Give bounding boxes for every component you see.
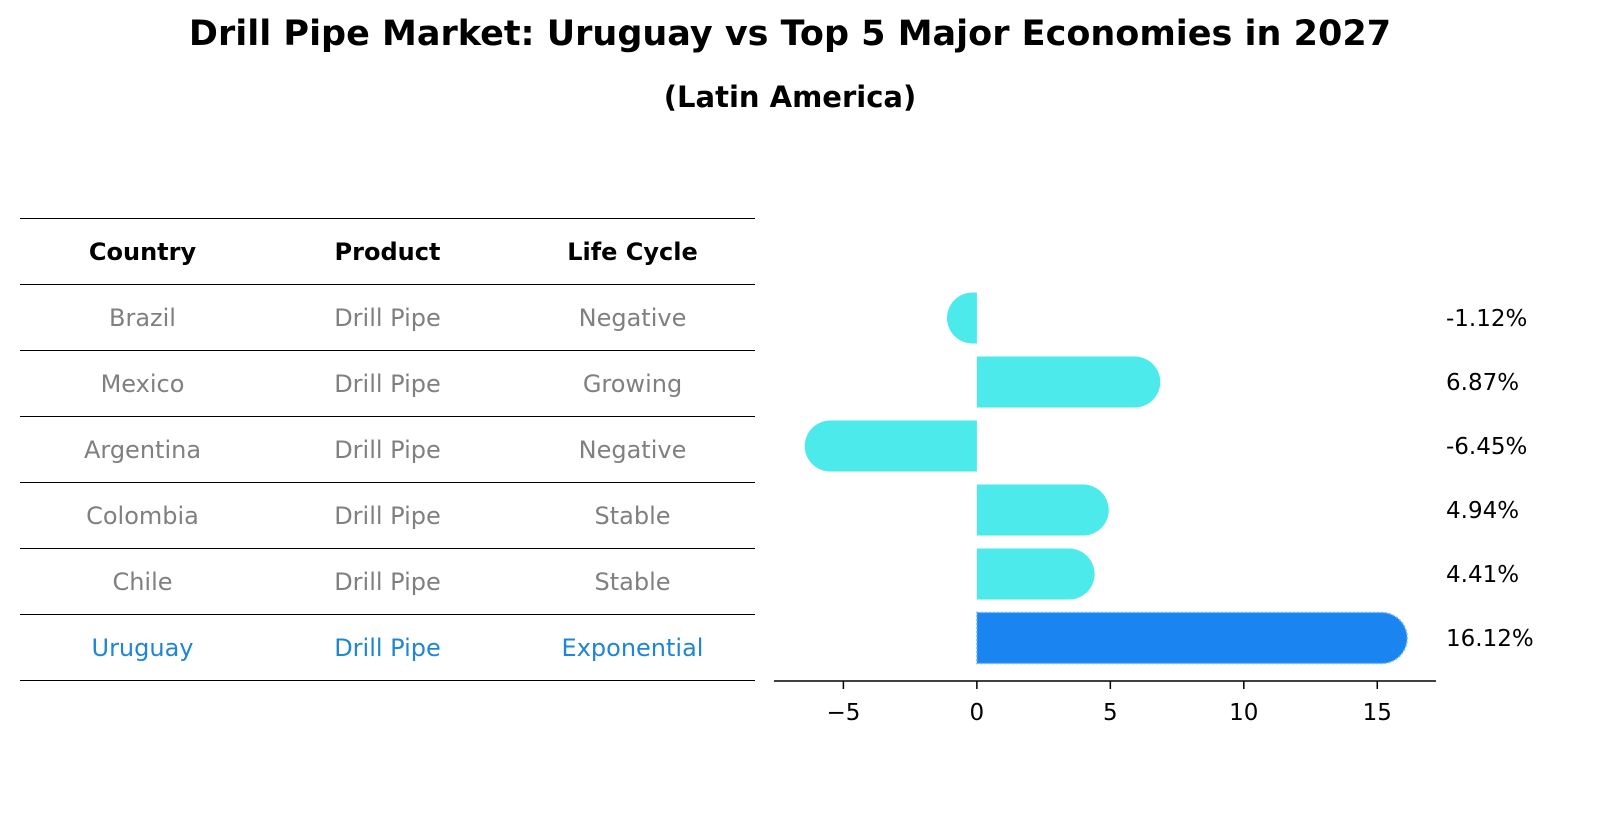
- value-label: 16.12%: [1446, 626, 1534, 652]
- product-cell: Drill Pipe: [334, 501, 441, 530]
- value-label: -6.45%: [1446, 434, 1527, 460]
- life-cycle-cell: Negative: [578, 435, 687, 464]
- country-cell: Brazil: [109, 303, 176, 332]
- table-row: Brazil Drill Pipe Negative: [20, 284, 755, 350]
- life-cycle-cell: Negative: [578, 303, 687, 332]
- product-cell: Drill Pipe: [334, 633, 441, 662]
- chart-subtitle: (Latin America): [663, 80, 917, 114]
- x-tick-label: −5: [826, 700, 860, 726]
- life-cycle-cell: Stable: [594, 501, 671, 530]
- country-table: Country Product Life Cycle Brazil Drill …: [20, 218, 755, 681]
- life-cycle-cell: Stable: [594, 567, 671, 596]
- header-life-cycle: Life Cycle: [567, 237, 698, 266]
- country-cell: Colombia: [86, 501, 199, 530]
- product-cell: Drill Pipe: [334, 369, 441, 398]
- value-label: 6.87%: [1446, 370, 1519, 396]
- table-row-highlighted: Uruguay Drill Pipe Exponential: [20, 614, 755, 681]
- product-cell: Drill Pipe: [334, 435, 441, 464]
- product-cell: Drill Pipe: [334, 303, 441, 332]
- chart-title: Drill Pipe Market: Uruguay vs Top 5 Majo…: [188, 14, 1392, 54]
- product-cell: Drill Pipe: [334, 567, 441, 596]
- bar-brazil: [946, 292, 977, 344]
- bar-uruguay: [976, 611, 1408, 665]
- bar-chile: [976, 548, 1095, 600]
- life-cycle-cell: Exponential: [561, 633, 704, 662]
- bar-mexico: [976, 356, 1161, 408]
- country-cell: Chile: [112, 567, 173, 596]
- header-product: Product: [334, 237, 441, 266]
- value-label: 4.41%: [1446, 562, 1519, 588]
- value-label: 4.94%: [1446, 498, 1519, 524]
- table-row: Chile Drill Pipe Stable: [20, 548, 755, 614]
- country-cell: Mexico: [100, 369, 185, 398]
- bar-colombia: [976, 484, 1109, 536]
- table-header-row: Country Product Life Cycle: [20, 218, 755, 284]
- x-tick-label: 10: [1229, 700, 1258, 726]
- growth-bar-chart: -1.12% 6.87% -6.45% 4.94% 4.41% 16.12% −5 0 5 10 1…: [774, 292, 1534, 726]
- header-country: Country: [88, 237, 197, 266]
- table-row: Argentina Drill Pipe Negative: [20, 416, 755, 482]
- x-tick-label: 0: [970, 700, 985, 726]
- table-row: Mexico Drill Pipe Growing: [20, 350, 755, 416]
- x-tick-label: 5: [1103, 700, 1118, 726]
- country-cell: Uruguay: [91, 633, 194, 662]
- life-cycle-cell: Growing: [582, 369, 683, 398]
- x-tick-label: 15: [1363, 700, 1392, 726]
- table-row: Colombia Drill Pipe Stable: [20, 482, 755, 548]
- country-cell: Argentina: [83, 435, 202, 464]
- value-label: -1.12%: [1446, 306, 1527, 332]
- bar-argentina: [804, 420, 977, 472]
